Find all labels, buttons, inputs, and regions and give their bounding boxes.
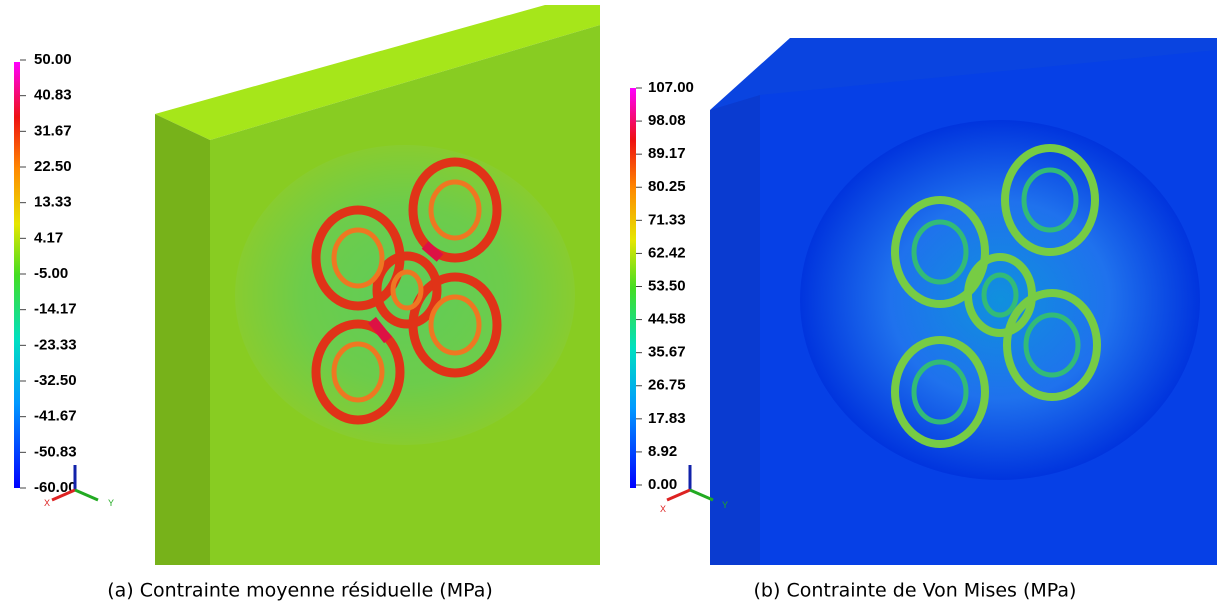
colorbar (630, 88, 636, 488)
colorbar-label: 26.75 (648, 377, 686, 394)
svg-text:X: X (660, 504, 666, 514)
colorbar (14, 62, 20, 488)
panel-a: 50.00 40.83 31.67 22.50 13.33 4.17 -5.00 -14.17… (14, 5, 600, 602)
colorbar-label: -50.83 (34, 443, 77, 460)
caption: (b) Contrainte de Von Mises (MPa) (754, 580, 1077, 602)
svg-text:Y: Y (108, 498, 114, 508)
ring-pattern (891, 144, 1101, 448)
colorbar-label: 8.92 (648, 443, 677, 460)
colorbar-labels: 107.00 98.08 89.17 80.25 71.33 62.42 53.50 44.5… (636, 79, 694, 493)
colorbar-label: 31.67 (34, 122, 72, 139)
colorbar-label: 107.00 (648, 79, 694, 96)
plate-side (710, 95, 760, 565)
colorbar-label: 44.58 (648, 311, 686, 328)
caption: (a) Contrainte moyenne résiduelle (MPa) (107, 580, 493, 602)
ring-pattern (311, 157, 502, 425)
colorbar-label: 35.67 (648, 344, 686, 361)
colorbar-label: 17.83 (648, 410, 686, 427)
colorbar-label: 13.33 (34, 194, 72, 211)
colorbar-label: 80.25 (648, 178, 686, 195)
svg-text:X: X (44, 498, 50, 508)
field-zone (235, 145, 575, 445)
svg-text:Y: Y (722, 500, 728, 510)
colorbar-label: 50.00 (34, 51, 72, 68)
panel-b: 107.00 98.08 89.17 80.25 71.33 62.42 53.50 44.5… (630, 38, 1217, 602)
plate-side (155, 114, 210, 565)
colorbar-label: 71.33 (648, 211, 686, 228)
colorbar-label: 98.08 (648, 112, 686, 129)
colorbar-labels: 50.00 40.83 31.67 22.50 13.33 4.17 -5.00 -14.17… (20, 51, 77, 496)
colorbar-label: 22.50 (34, 158, 72, 175)
colorbar-label: 89.17 (648, 145, 686, 162)
colorbar-label: 40.83 (34, 87, 72, 104)
colorbar-label: 0.00 (648, 476, 677, 493)
axis-triad: X Y (660, 465, 728, 514)
colorbar-label: -14.17 (34, 301, 77, 318)
colorbar-label: 4.17 (34, 229, 63, 246)
colorbar-label: 62.42 (648, 244, 686, 261)
colorbar-label: -41.67 (34, 408, 77, 425)
plate-top (155, 5, 600, 140)
colorbar-label: -5.00 (34, 265, 68, 282)
colorbar-label: -60.00 (34, 479, 77, 496)
colorbar-label: 53.50 (648, 277, 686, 294)
colorbar-label: -23.33 (34, 336, 77, 353)
axis-triad: X Y (44, 465, 114, 508)
colorbar-label: -32.50 (34, 372, 77, 389)
field-zone (800, 120, 1200, 480)
